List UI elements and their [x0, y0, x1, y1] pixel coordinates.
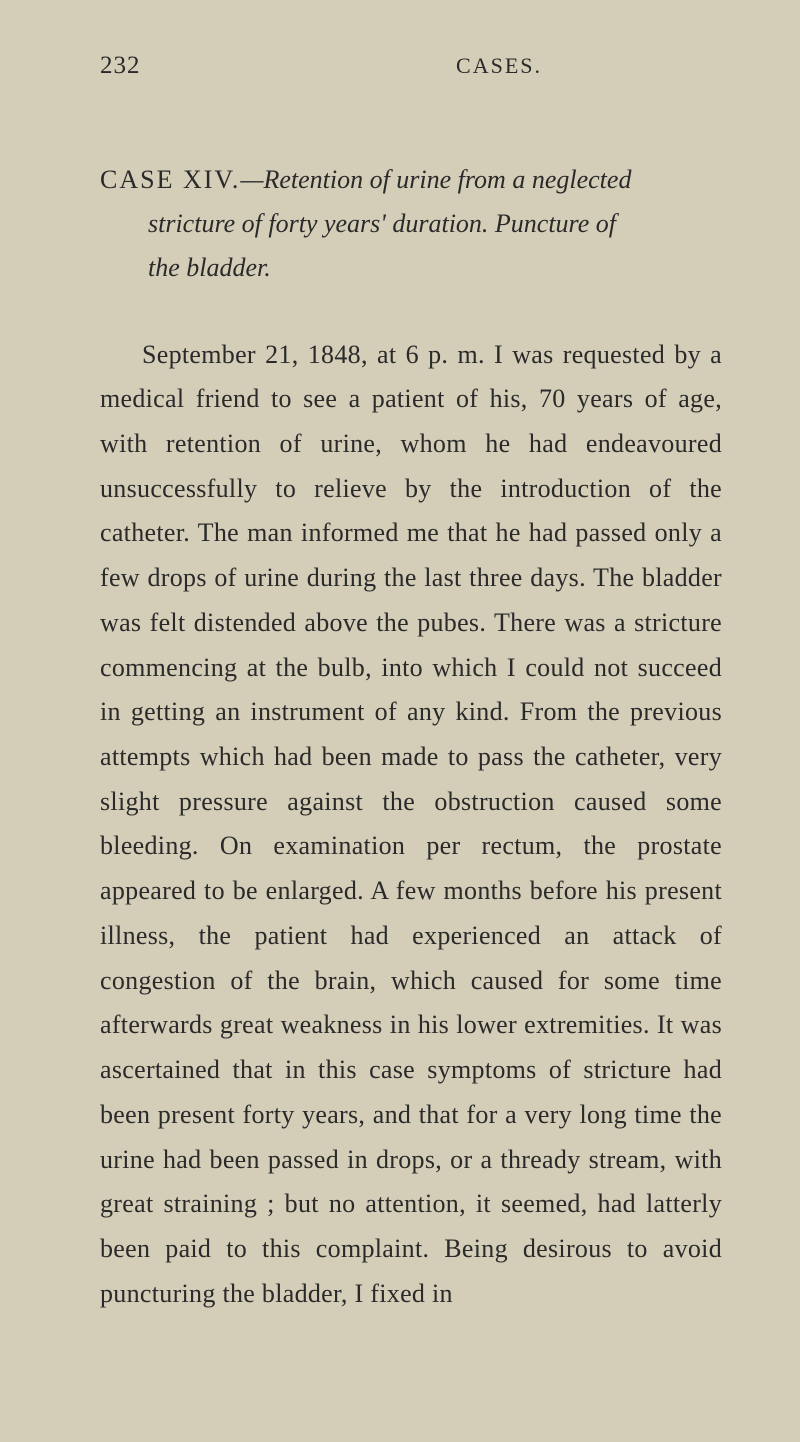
- case-number: CASE XIV.: [100, 165, 240, 194]
- case-title: CASE XIV.—Retention of urine from a negl…: [100, 158, 722, 291]
- page-number: 232: [100, 52, 141, 80]
- title-part-3: the bladder.: [148, 253, 271, 282]
- title-part-2: stricture of forty years' duration. Punc…: [148, 209, 616, 238]
- page-header: 232 CASES.: [100, 52, 722, 80]
- title-part-1: —Retention of urine from a neglected: [240, 165, 631, 194]
- body-paragraph: September 21, 1848, at 6 p. m. I was req…: [100, 333, 722, 1317]
- running-head: CASES.: [456, 53, 542, 79]
